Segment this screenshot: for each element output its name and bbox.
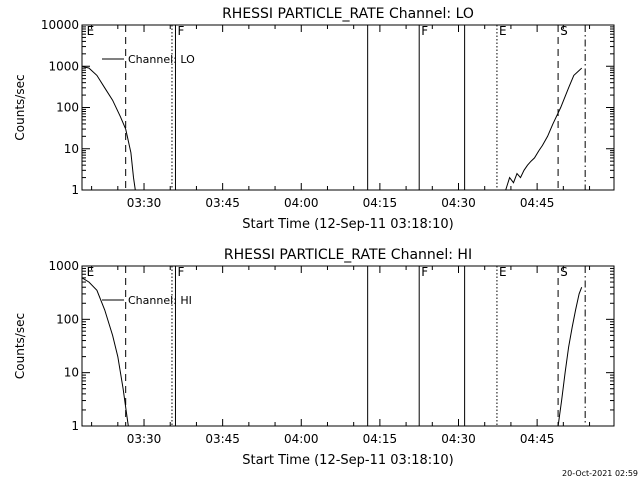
event-marker-label: E	[499, 24, 507, 38]
event-marker-label: F	[421, 24, 428, 38]
x-axis-label: Start Time (12-Sep-11 03:18:10)	[242, 453, 453, 468]
event-marker-label: S	[560, 265, 568, 279]
x-tick-label: 04:30	[441, 196, 476, 210]
series-line	[505, 67, 583, 191]
event-marker-label: F	[421, 265, 428, 279]
event-marker-label: E	[87, 24, 95, 38]
x-tick-label: 04:15	[363, 196, 398, 210]
x-tick-label: 04:00	[284, 432, 319, 446]
x-tick-label: 04:15	[363, 432, 398, 446]
event-marker-label: S	[560, 24, 568, 38]
event-marker-label: F	[177, 265, 184, 279]
y-tick-label: 100	[56, 101, 79, 115]
event-marker-label: E	[87, 265, 95, 279]
footer-timestamp: 20-Oct-2021 02:59	[562, 469, 638, 478]
y-axis-label: Counts/sec	[13, 74, 27, 140]
y-tick-label: 1000	[48, 259, 79, 273]
legend-label: Channel: LO	[128, 53, 195, 66]
event-marker-label: E	[499, 265, 507, 279]
plot-frame	[81, 265, 615, 427]
chart-title: RHESSI PARTICLE_RATE Channel: LO	[222, 6, 474, 22]
x-tick-label: 04:30	[441, 432, 476, 446]
x-tick-label: 03:30	[127, 196, 162, 210]
x-tick-label: 04:00	[284, 196, 319, 210]
y-tick-label: 10	[64, 366, 79, 380]
y-tick-label: 1	[71, 419, 79, 433]
event-marker-label: F	[177, 24, 184, 38]
chart-panel-1: RHESSI PARTICLE_RATE Channel: HI Start Ti…	[13, 247, 615, 468]
chart-title: RHESSI PARTICLE_RATE Channel: HI	[224, 247, 472, 263]
legend-label: Channel: HI	[128, 294, 192, 307]
y-tick-label: 1000	[48, 59, 79, 73]
y-tick-label: 1	[71, 183, 79, 197]
chart-panel-0: RHESSI PARTICLE_RATE Channel: LO Start Ti…	[13, 6, 615, 232]
x-tick-label: 04:45	[520, 196, 555, 210]
y-tick-label: 10000	[41, 18, 79, 32]
x-tick-label: 03:45	[205, 432, 240, 446]
x-tick-label: 03:30	[127, 432, 162, 446]
series-line	[81, 65, 136, 191]
x-tick-label: 04:45	[520, 432, 555, 446]
series-line	[81, 277, 129, 427]
y-tick-label: 10	[64, 142, 79, 156]
y-axis-label: Counts/sec	[13, 313, 27, 379]
y-tick-label: 100	[56, 312, 79, 326]
x-axis-label: Start Time (12-Sep-11 03:18:10)	[242, 217, 453, 232]
series-line	[557, 287, 583, 427]
plot-frame	[81, 24, 615, 191]
x-tick-label: 03:45	[205, 196, 240, 210]
